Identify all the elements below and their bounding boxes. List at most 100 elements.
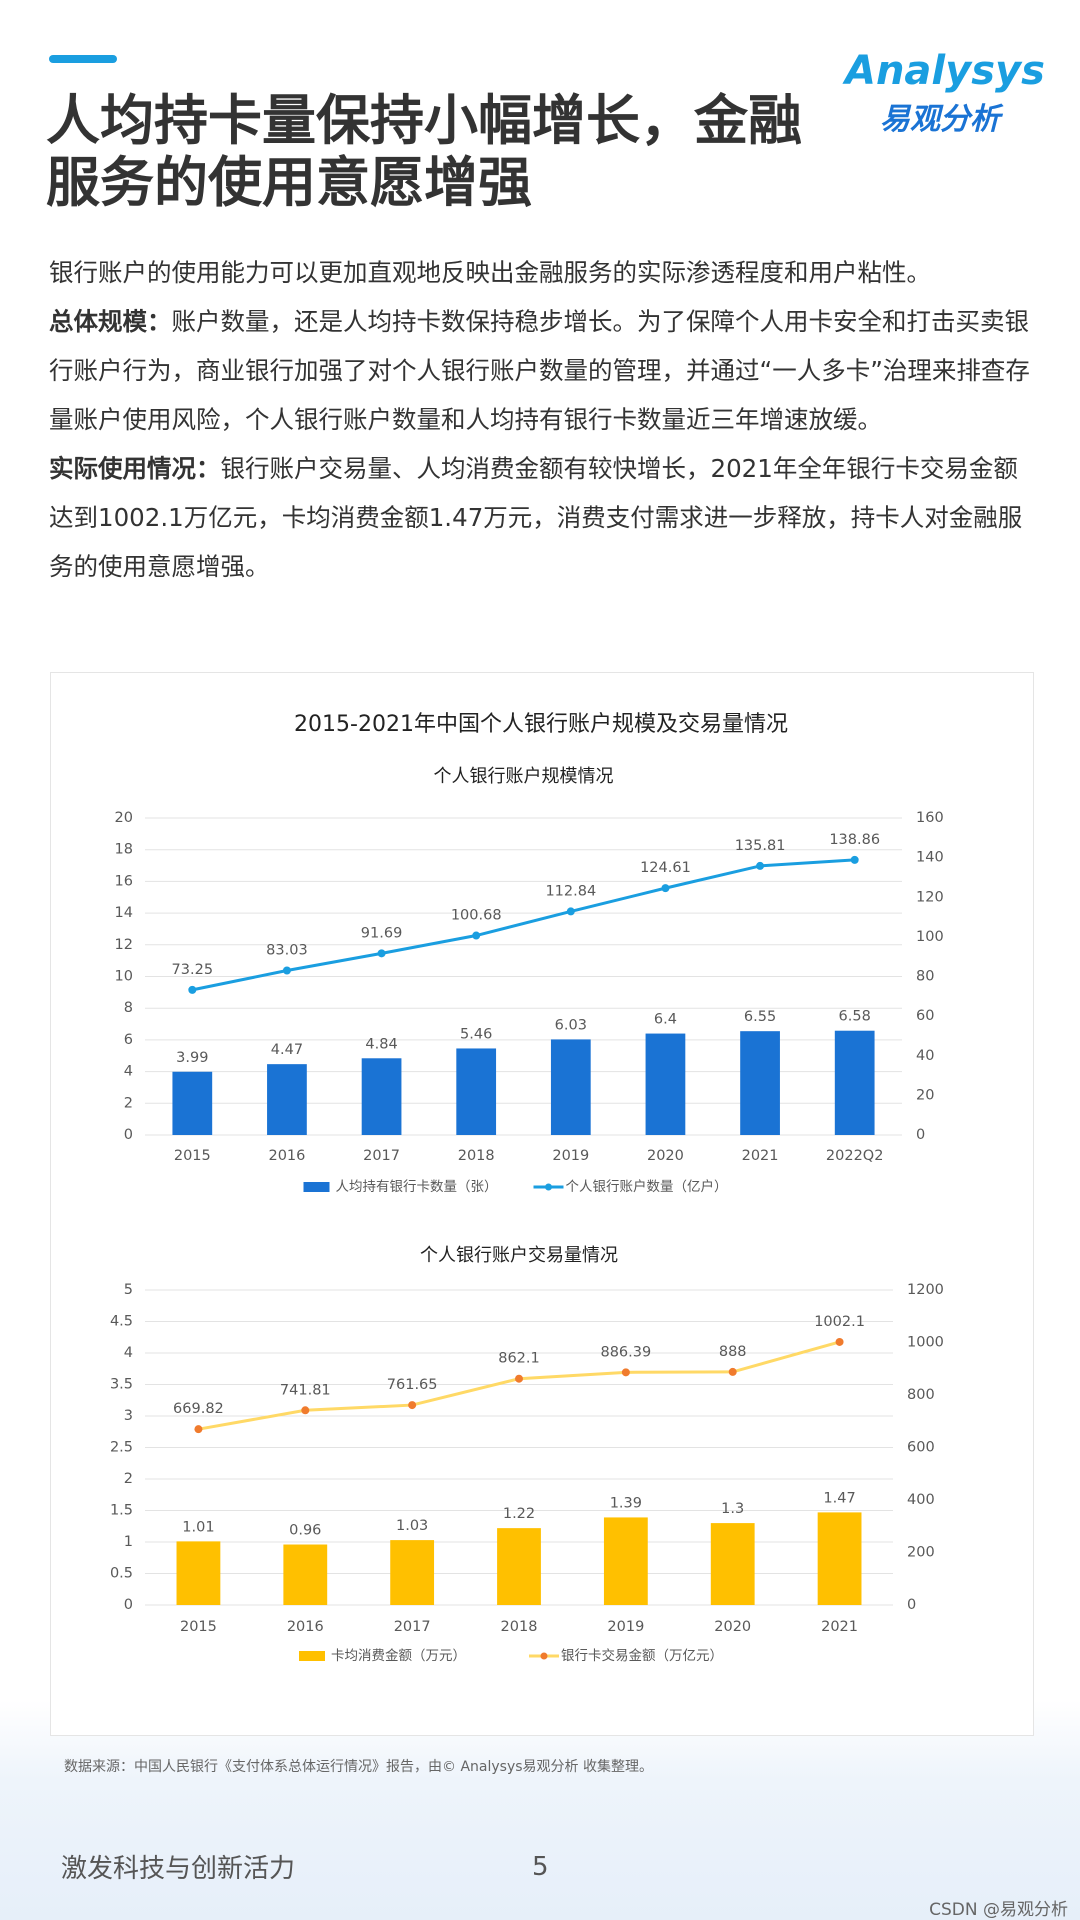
data-label: 138.86 (829, 832, 880, 848)
title-line: 服务的使用意愿增强 (46, 151, 532, 214)
data-label: 1002.1 (814, 1314, 865, 1330)
data-label: 112.84 (545, 883, 596, 899)
y-tick-label: 10 (115, 969, 133, 985)
line (192, 858, 855, 992)
data-label: 761.65 (387, 1377, 438, 1393)
bar (740, 1031, 780, 1135)
data-label: 741.81 (280, 1382, 331, 1398)
bar (390, 1540, 435, 1605)
line-point (188, 985, 197, 994)
y-tick-label: 18 (115, 842, 133, 858)
x-tick-label: 2019 (607, 1619, 644, 1635)
data-label: 83.03 (266, 942, 308, 958)
y2-tick-label: 100 (916, 929, 944, 945)
bar (817, 1512, 862, 1605)
y-tick-label: 4 (124, 1064, 133, 1080)
paragraph-label: 总体规模： (49, 307, 172, 336)
y2-tick-label: 600 (907, 1440, 935, 1456)
data-label: 4.47 (271, 1042, 303, 1058)
logo: Analysys 易观分析 (845, 48, 1045, 138)
x-tick-label: 2016 (268, 1148, 305, 1164)
paragraph-text: 银行账户交易量、人均消费金额有较快增长，2021年全年银行卡交易金额达到1002… (49, 454, 1023, 581)
paragraph-text: 银行账户的使用能力可以更加直观地反映出金融服务的实际渗透程度和用户粘性。 (49, 258, 931, 287)
line-point (850, 855, 859, 864)
x-tick-label: 2017 (363, 1148, 400, 1164)
legend-dot (540, 1652, 548, 1660)
x-tick-label: 2021 (742, 1148, 779, 1164)
legend-swatch (299, 1651, 325, 1661)
watermark: CSDN @易观分析 (929, 1900, 1068, 1920)
y-tick-label: 0 (124, 1597, 133, 1613)
x-tick-label: 2018 (501, 1619, 538, 1635)
y-tick-label: 20 (115, 810, 133, 826)
legend-swatch (303, 1182, 330, 1192)
x-tick-label: 2015 (180, 1619, 217, 1635)
y2-tick-label: 160 (916, 810, 944, 826)
x-tick-label: 2020 (647, 1148, 684, 1164)
y-tick-label: 4.5 (110, 1314, 133, 1330)
y2-tick-label: 40 (916, 1048, 934, 1064)
x-tick-label: 2021 (821, 1619, 858, 1635)
bar (283, 1544, 328, 1605)
data-label: 100.68 (451, 908, 502, 924)
chart-section-title: 2015-2021年中国个人银行账户规模及交易量情况 (294, 712, 788, 737)
data-label: 669.82 (173, 1401, 224, 1417)
y2-tick-label: 1200 (907, 1282, 944, 1298)
line-point (566, 907, 575, 916)
data-label: 124.61 (640, 860, 691, 876)
paragraph: 总体规模：账户数量，还是人均持卡数保持稳步增长。为了保障个人用卡安全和打击买卖银… (49, 297, 1034, 444)
source: 数据来源：中国人民银行《支付体系总体运行情况》报告，由© Analysys易观分… (64, 1759, 653, 1775)
page-number: 5 (532, 1852, 549, 1882)
x-tick-label: 2018 (458, 1148, 495, 1164)
data-label: 3.99 (176, 1050, 208, 1066)
bar (497, 1528, 541, 1605)
bar (710, 1523, 755, 1605)
x-tick-label: 2016 (287, 1619, 324, 1635)
data-label: 1.22 (503, 1506, 535, 1522)
legend-label: 银行卡交易金额（万亿元） (561, 1647, 723, 1664)
line-point (661, 884, 670, 893)
line-point (756, 861, 765, 870)
bar (361, 1058, 402, 1135)
line-point (621, 1368, 630, 1377)
data-label: 886.39 (600, 1344, 651, 1360)
y2-tick-label: 20 (916, 1087, 934, 1103)
footer-slogan: 激发科技与创新活力 (61, 1854, 296, 1884)
line-point (282, 966, 291, 975)
y2-tick-label: 120 (916, 889, 944, 905)
y-tick-label: 1.5 (110, 1503, 133, 1519)
y-tick-label: 3 (124, 1408, 133, 1424)
bar (176, 1541, 221, 1605)
y-tick-label: 2 (124, 1095, 133, 1111)
data-label: 0.96 (289, 1523, 321, 1539)
bar (172, 1071, 213, 1135)
y-tick-label: 2 (124, 1471, 133, 1487)
legend-dot (545, 1183, 552, 1191)
data-label: 1.01 (182, 1519, 214, 1535)
title-line: 人均持卡量保持小幅增长，金融 (46, 89, 802, 152)
line-point (194, 1425, 203, 1434)
y-tick-label: 16 (115, 873, 133, 889)
y-tick-label: 3.5 (110, 1377, 133, 1393)
data-label: 1.03 (396, 1518, 428, 1534)
x-tick-label: 2022Q2 (826, 1148, 884, 1164)
data-label: 73.25 (172, 962, 214, 978)
bar (550, 1039, 591, 1135)
x-tick-label: 2019 (552, 1148, 589, 1164)
logo-sub: 易观分析 (880, 102, 1000, 137)
chart-title: 个人银行账户规模情况 (434, 766, 614, 787)
bar (645, 1033, 686, 1135)
line-point (377, 949, 386, 958)
x-tick-label: 2015 (174, 1148, 211, 1164)
y-tick-label: 6 (124, 1032, 133, 1048)
y2-tick-label: 400 (907, 1492, 935, 1508)
y2-tick-label: 0 (907, 1597, 916, 1613)
x-tick-label: 2020 (714, 1619, 751, 1635)
y-tick-label: 14 (115, 905, 133, 921)
data-label: 1.39 (610, 1495, 642, 1511)
data-label: 6.03 (555, 1017, 587, 1033)
chart-title: 个人银行账户交易量情况 (420, 1245, 618, 1266)
y2-tick-label: 140 (916, 850, 944, 866)
legend-label: 卡均消费金额（万元） (331, 1648, 466, 1664)
